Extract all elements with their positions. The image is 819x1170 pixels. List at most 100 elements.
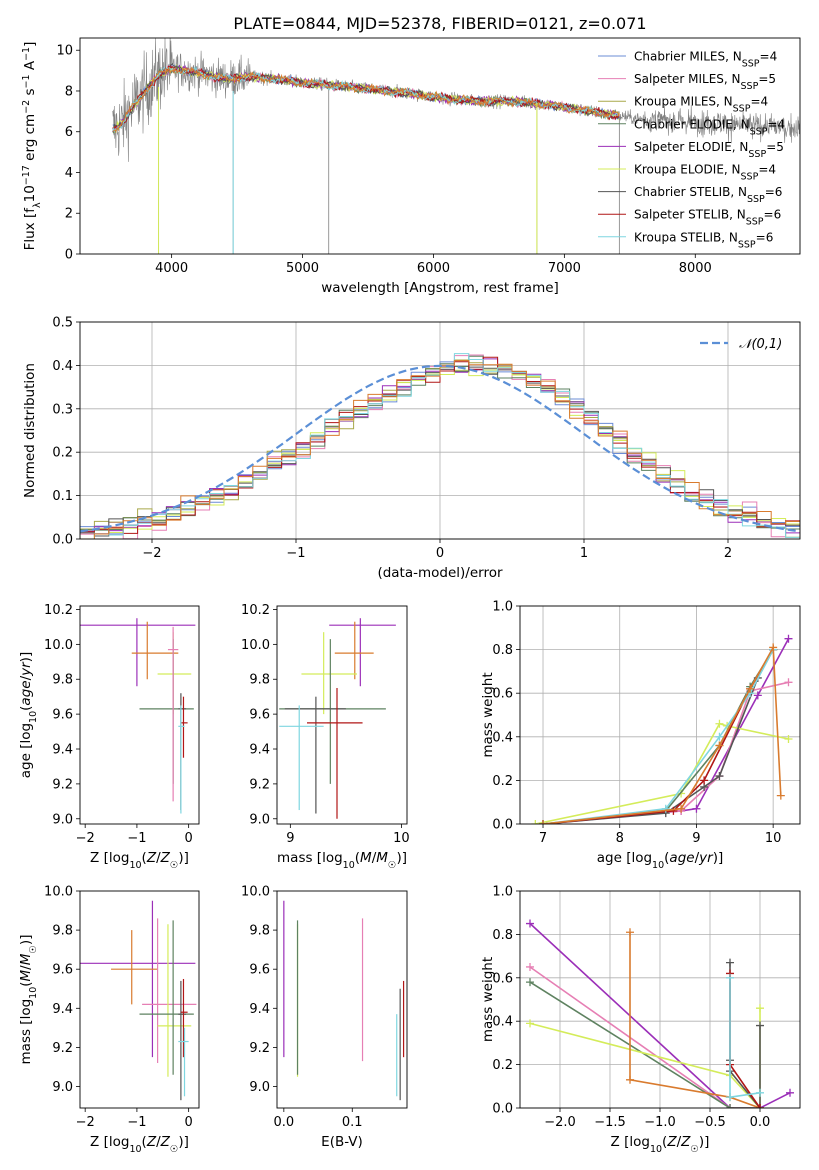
legend-entry-kroupa_elodie: Kroupa ELODIE, NSSP=4 xyxy=(634,163,776,183)
weight-marker-chabrier_stelib xyxy=(756,1021,764,1030)
x-tick-label: 8 xyxy=(616,831,624,846)
mass_vs_EBV-plot xyxy=(283,900,405,1101)
age_vs_mass-frame xyxy=(276,605,408,825)
y-tick-label: 9.0 xyxy=(249,1080,270,1095)
x-tick-label: 5000 xyxy=(286,261,319,276)
legend-entry-salpeter_stelib: Salpeter STELIB, NSSP=6 xyxy=(634,208,781,228)
x-tick-label: 2 xyxy=(724,546,732,561)
residuals-plot xyxy=(80,353,800,539)
age_vs_mass-axes: 9 10 9.0 9.2 9.4 9.6 9.8 10.0 10.2 xyxy=(241,603,410,846)
x-tick-label: 4000 xyxy=(155,261,188,276)
y-tick-label: 9.4 xyxy=(249,1002,270,1017)
spectrum-axes: 4000 5000 6000 7000 8000 0 2 4 6 8 10 xyxy=(56,44,711,276)
weight-line-chabrier_elodie xyxy=(529,981,760,1108)
mass_weight_vs_Z-axes: −2.0 −1.5 −1.0 −0.5 0.0 0.0 0.2 0.4 0.6 0.8 1.0 xyxy=(492,885,800,1130)
model-spectrum-kroupa_stelib xyxy=(112,65,620,133)
x-tick-label: −1.5 xyxy=(594,1115,626,1130)
y-tick-label: 9.0 xyxy=(52,812,73,827)
weight-marker-kroupa_stelib xyxy=(661,804,670,813)
weight-marker-kroupa_elodie xyxy=(526,1019,534,1028)
mass_weight_vs_Z-xlabel: Z [log10(Z/Z☉)] xyxy=(611,1134,710,1155)
mass_vs_EBV-xlabel: E(B-V) xyxy=(321,1134,363,1150)
mass_vs_EBV-axes: 0.0 0.1 9.0 9.2 9.4 9.6 9.8 10.0 xyxy=(241,885,363,1131)
weight-marker-kroupa_elodie xyxy=(784,734,793,743)
residuals-frame xyxy=(79,321,801,540)
y-tick-label: 10.0 xyxy=(44,638,73,653)
mass_vs_Z-axes: −2 −1 0 9.0 9.2 9.4 9.6 9.8 10.0 xyxy=(44,885,193,1131)
y-tick-label: 10 xyxy=(56,44,73,59)
weight-marker-salpeter_elodie xyxy=(784,634,793,643)
mass_weight_vs_age-plot xyxy=(531,634,793,824)
weight-line-kroupa_elodie xyxy=(529,1008,761,1108)
weight-marker-orange xyxy=(539,820,548,824)
y-tick-label: 1.0 xyxy=(492,600,513,615)
x-tick-label: 0 xyxy=(185,831,193,846)
weight-marker-salpeter_stelib xyxy=(669,806,678,815)
y-tick-label: 10.0 xyxy=(44,885,73,900)
y-tick-label: 9.4 xyxy=(249,743,270,758)
mass_vs_Z-ylabel: mass [log10(M/M☉)] xyxy=(18,935,39,1065)
x-tick-label: 0.1 xyxy=(342,1115,363,1130)
spectrum-xlabel: wavelength [Angstrom, rest frame] xyxy=(321,280,559,296)
y-tick-label: 0.4 xyxy=(492,730,513,745)
residuals-xlabel: (data-model)/error xyxy=(377,565,503,581)
y-tick-label: 4 xyxy=(65,166,73,181)
weight-marker-orange xyxy=(626,928,634,937)
y-tick-label: 0.4 xyxy=(492,1015,513,1030)
y-tick-label: 9.2 xyxy=(52,1041,73,1056)
mass_weight_vs_age-axes: 7 8 9 10 0.0 0.2 0.4 0.6 0.8 1.0 xyxy=(492,600,800,846)
weight-marker-chabrier_elodie xyxy=(526,978,534,987)
y-tick-label: 0.2 xyxy=(52,446,73,461)
y-tick-label: 0.6 xyxy=(492,687,513,702)
spectrum-ylabel: Flux [fλ10−17 erg cm−2 s−1 A−1] xyxy=(21,42,43,251)
y-tick-label: 0.8 xyxy=(492,928,513,943)
mass_vs_Z-plot xyxy=(80,900,197,1101)
weight-marker-orange xyxy=(746,684,755,693)
weight-marker-orange xyxy=(677,804,686,813)
x-tick-label: 0.0 xyxy=(750,1115,771,1130)
weight-marker-salpeter_miles xyxy=(784,678,793,687)
y-tick-label: 6 xyxy=(65,125,73,140)
observed-spectrum-line xyxy=(112,38,800,162)
x-tick-label: −1 xyxy=(127,1115,146,1130)
x-tick-label: 1 xyxy=(580,546,588,561)
weight-marker-kroupa_stelib xyxy=(726,973,734,982)
x-tick-label: 10 xyxy=(393,831,410,846)
y-tick-label: 9.4 xyxy=(52,743,73,758)
weight-marker-salpeter_elodie xyxy=(692,804,701,813)
legend-entry-salpeter_miles: Salpeter MILES, NSSP=5 xyxy=(634,72,776,92)
age_vs_Z-plot xyxy=(80,618,196,814)
weight-marker-kroupa_stelib xyxy=(756,1088,764,1097)
y-tick-label: 9.8 xyxy=(249,673,270,688)
y-tick-label: 9.8 xyxy=(52,924,73,939)
y-tick-label: 9.6 xyxy=(52,963,73,978)
histogram-orange xyxy=(80,360,800,539)
weight-marker-salpeter_miles xyxy=(526,962,534,971)
age_vs_Z-frame xyxy=(79,605,200,825)
x-tick-label: −2 xyxy=(142,546,161,561)
y-tick-label: 0.1 xyxy=(52,489,73,504)
weight-marker-salpeter_stelib xyxy=(756,1104,764,1108)
age_vs_mass-plot xyxy=(279,618,396,819)
y-tick-label: 0 xyxy=(65,248,73,263)
x-tick-label: 0 xyxy=(436,546,444,561)
weight-line-salpeter_miles xyxy=(529,966,760,1108)
model-spectrum-chabrier_miles xyxy=(112,63,620,130)
y-tick-label: 9.4 xyxy=(52,1002,73,1017)
x-tick-label: 8000 xyxy=(679,261,712,276)
x-tick-label: −2.0 xyxy=(544,1115,576,1130)
weight-marker-orange xyxy=(626,1075,634,1084)
weight-marker-chabrier_stelib xyxy=(726,958,734,967)
weight-marker-salpeter_elodie xyxy=(786,1088,794,1097)
age_vs_Z-axes: −2 −1 0 9.0 9.2 9.4 9.6 9.8 10.0 10.2 xyxy=(44,603,193,846)
age_vs_Z-ylabel: age [log10(age/yr)] xyxy=(18,652,39,778)
weight-marker-orange xyxy=(715,741,724,750)
mass_weight_vs_age-frame xyxy=(519,605,801,825)
y-tick-label: 9.2 xyxy=(52,777,73,792)
y-tick-label: 10.2 xyxy=(241,603,270,618)
x-tick-label: −1 xyxy=(127,831,146,846)
residuals-ylabel: Normed distribution xyxy=(22,363,38,498)
